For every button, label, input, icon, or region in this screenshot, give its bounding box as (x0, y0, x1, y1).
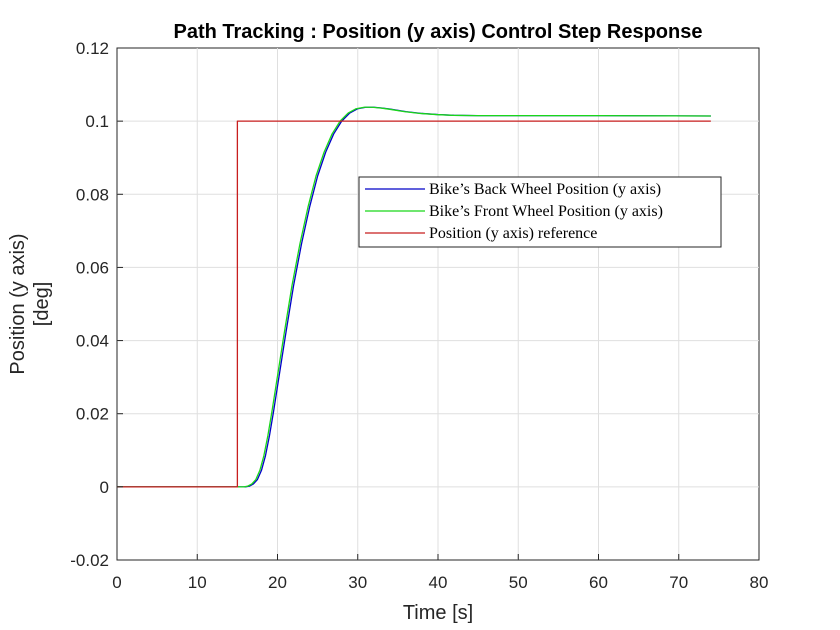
x-axis-ticks: 0 10 20 30 40 50 60 70 80 (112, 554, 768, 592)
y-tick-label: 0.08 (76, 185, 109, 204)
y-axis-ticks: -0.02 0 0.02 0.04 0.06 0.08 0.1 0.12 (70, 39, 123, 570)
x-tick-label: 10 (188, 573, 207, 592)
x-tick-label: 0 (112, 573, 121, 592)
y-tick-label: 0.12 (76, 39, 109, 58)
y-tick-label: 0.06 (76, 258, 109, 277)
front-wheel-position-line (117, 106, 711, 488)
x-tick-label: 30 (348, 573, 367, 592)
y-tick-label: 0.1 (85, 112, 109, 131)
y-tick-label: 0.02 (76, 405, 109, 424)
chart-title: Path Tracking : Position (y axis) Contro… (174, 21, 703, 43)
x-tick-label: 50 (509, 573, 528, 592)
x-tick-label: 80 (750, 573, 769, 592)
y-tick-label: -0.02 (70, 551, 109, 570)
y-tick-label: 0.04 (76, 332, 109, 351)
x-tick-label: 70 (669, 573, 688, 592)
y-tick-label: 0 (100, 478, 109, 497)
x-tick-label: 20 (268, 573, 287, 592)
series-layer (117, 106, 711, 488)
legend: Bike’s Back Wheel Position (y axis) Bike… (358, 176, 722, 248)
legend-entry-reference: Position (y axis) reference (429, 225, 597, 242)
legend-entry-back-wheel: Bike’s Back Wheel Position (y axis) (429, 181, 661, 198)
y-axis-label-line-1: Position (y axis) (7, 233, 29, 374)
x-tick-label: 60 (589, 573, 608, 592)
x-axis-label: Time [s] (403, 602, 473, 624)
grid (117, 48, 759, 560)
reference-position-line (117, 120, 711, 488)
x-tick-label: 40 (429, 573, 448, 592)
y-axis-label-line-2: [deg] (31, 282, 53, 326)
legend-entry-front-wheel: Bike’s Front Wheel Position (y axis) (429, 203, 663, 220)
